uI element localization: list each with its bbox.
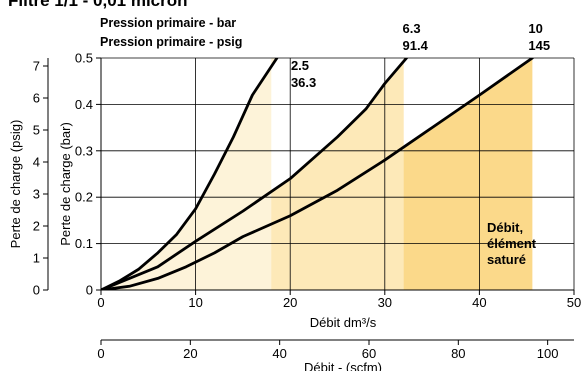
series-label-bar-2: 10 [528,21,542,36]
series-label-psig-1: 91.4 [403,38,429,53]
x-tick-label-4: 40 [472,295,486,310]
annotation-line-3: saturé [487,252,526,267]
x-secondary-tick-label-0: 0 [97,346,104,361]
pressure-curves [101,58,534,290]
series-fill-1 [101,58,407,290]
series-label-bar-1: 6.3 [403,21,421,36]
series-label-bar-0: 2.5 [291,58,309,73]
y-tick-label-2: 0.2 [75,190,93,205]
y-tick-label-5: 0.5 [75,51,93,66]
legend-psig: Pression primaire - psig [100,35,242,49]
y-tick-label-0: 0 [86,283,93,298]
y-secondary-tick-label-6: 6 [33,91,40,106]
series-label-psig-2: 145 [528,38,550,53]
x-tick-label-2: 20 [283,295,297,310]
x-axis-label: Débit dm³/s [310,315,377,330]
annotation-line-2: élément [487,236,537,251]
saturation-fills [101,58,533,290]
x-tick-label-1: 10 [188,295,202,310]
chart-title: Filtre 1/1 - 0,01 micron [8,0,188,10]
y-secondary-tick-label-0: 0 [33,283,40,298]
x-tick-label-0: 0 [97,295,104,310]
x-secondary-tick-label-5: 100 [537,346,559,361]
grid-lines [101,57,575,290]
y-tick-label-3: 0.3 [75,143,93,158]
y-tick-label-1: 0.1 [75,236,93,251]
x-tick-label-5: 50 [567,295,581,310]
x-secondary-axis-label: Débit - (scfm) [304,360,382,371]
y-tick-label-4: 0.4 [75,97,93,112]
x-secondary-tick-label-2: 40 [272,346,286,361]
series-line-0 [101,58,279,290]
y-secondary-tick-label-1: 1 [33,251,40,266]
x-tick-label-3: 30 [378,295,392,310]
y-axis-label: Perte de charge (bar) [58,122,73,246]
y-secondary-tick-label-4: 4 [33,155,40,170]
y-secondary-tick-label-5: 5 [33,123,40,138]
curve-labels: 2.5 36.3 6.3 91.4 10 145 [291,21,550,90]
legend-bar: Pression primaire - bar [100,16,236,30]
series-fill-2 [101,58,533,290]
y-secondary-tick-label-7: 7 [33,59,40,74]
y-secondary-axis-label: Perte de charge (psig) [8,120,23,249]
x-secondary-tick-label-4: 80 [451,346,465,361]
series-fill-0 [101,58,277,290]
saturation-annotation: Débit, élément saturé [487,220,537,267]
series-label-psig-0: 36.3 [291,75,316,90]
axes: 0 10 20 30 40 50 0 20 40 60 80 100 0 0.1 0.2 0.3 0.4 0.5 0… [33,51,581,362]
y-secondary-tick-label-2: 2 [33,219,40,234]
annotation-line-1: Débit, [487,220,523,235]
series-line-2 [101,58,534,290]
y-secondary-tick-label-3: 3 [33,187,40,202]
x-secondary-tick-label-3: 60 [362,346,376,361]
x-secondary-tick-label-1: 20 [183,346,197,361]
series-line-1 [101,58,408,290]
